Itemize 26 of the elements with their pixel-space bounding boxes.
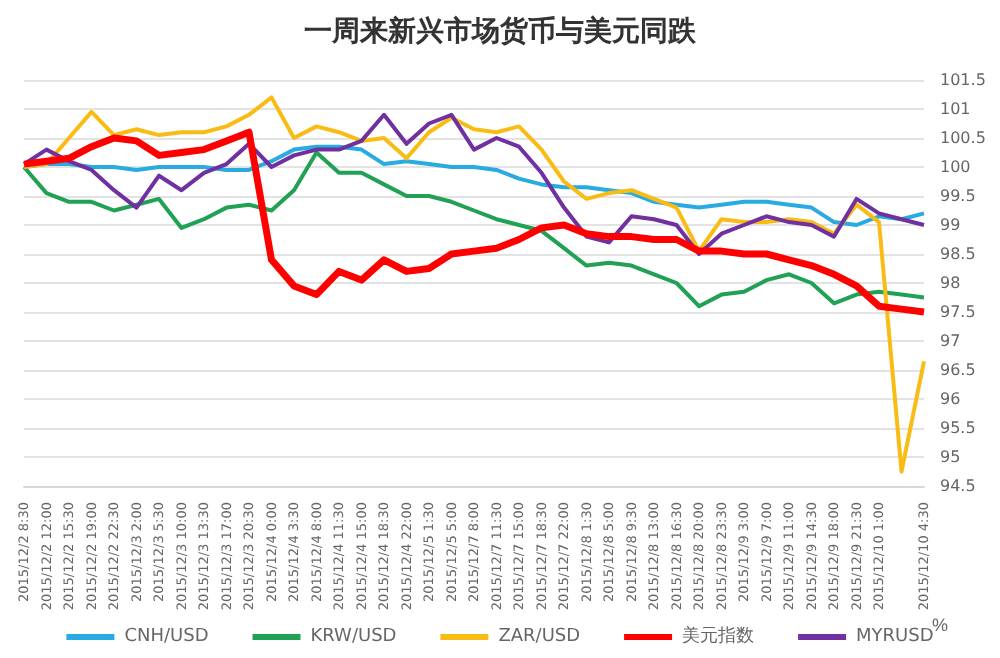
y-tick-label: 97.5	[940, 303, 976, 321]
y-tick-label: 99	[940, 216, 961, 234]
y-axis-title: %	[932, 615, 949, 636]
y-tick-label: 100	[940, 158, 971, 176]
y-tick-label: 95.5	[940, 419, 976, 437]
y-tick-label: 96	[940, 390, 961, 408]
y-tick-label: 96.5	[940, 361, 976, 379]
y-tick-label: 95	[940, 448, 961, 466]
y-tick-label: 101	[940, 100, 971, 118]
line-series	[22, 112, 926, 256]
y-tick-label: 99.5	[940, 187, 976, 205]
line-series	[20, 128, 928, 316]
legend-label: CNH/USD	[124, 627, 209, 647]
line-series	[22, 150, 926, 309]
y-tick-label: 98	[940, 274, 961, 292]
legend-label: KRW/USD	[310, 627, 397, 647]
y-tick-label: 94.5	[940, 477, 976, 495]
y-tick-label: 101.5	[940, 71, 986, 89]
legend-label: MYRUSD	[856, 627, 934, 647]
y-tick-label: 98.5	[940, 245, 976, 263]
y-tick-label: 100.5	[940, 129, 986, 147]
y-tick-label: 97	[940, 332, 961, 350]
line-series	[22, 95, 926, 474]
legend-label: ZAR/USD	[498, 627, 581, 647]
legend-label: 美元指数	[682, 625, 755, 647]
chart-title: 一周来新兴市场货币与美元同跌	[304, 14, 698, 48]
